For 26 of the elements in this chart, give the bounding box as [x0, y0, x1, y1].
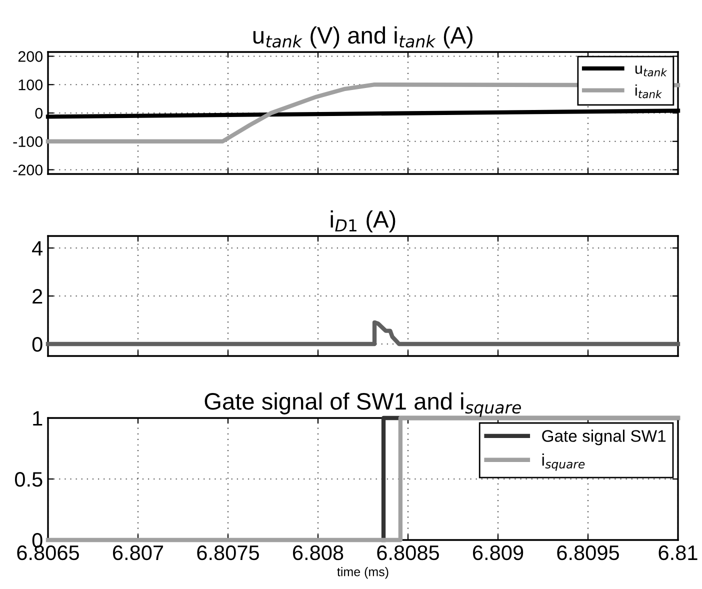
x-tick-label: 6.8075 [197, 545, 259, 560]
y-tick-label: 2 [32, 289, 42, 304]
chart-title: i$_{D1}$ (A) [330, 210, 396, 232]
legend-label: i$_{square}$ [542, 454, 585, 471]
legend-label: u$_{tank}$ [635, 66, 668, 76]
y-tick-label: 4 [32, 241, 43, 256]
chart-title: u$_{tank}$ (V) and i$_{tank}$ (A) [253, 26, 472, 48]
x-tick-label: 6.8095 [557, 545, 619, 560]
y-tick-label: 100 [18, 79, 43, 90]
y-tick-label: 0.5 [14, 472, 42, 487]
x-tick-label: 6.808 [292, 545, 344, 560]
legend-label: Gate signal SW1 [542, 430, 666, 446]
y-tick-label: 0 [35, 108, 43, 119]
x-tick-label: 6.807 [112, 545, 164, 560]
x-tick-label: 6.809 [472, 545, 524, 560]
x-tick-label: 6.81 [658, 545, 698, 560]
x-axis-title: time (ms) [337, 567, 388, 579]
x-tick-label: 6.8085 [377, 545, 439, 560]
y-tick-label: 0 [32, 337, 42, 352]
chart-title: Gate signal of SW1 and i$_{square}$ [204, 392, 521, 417]
line-series [46, 320, 680, 346]
y-tick-label: 200 [18, 51, 43, 62]
y-tick-label: -100 [13, 136, 43, 148]
y-tick-label: -200 [13, 164, 43, 176]
y-tick-label: 1 [33, 411, 42, 426]
legend-label: i$_{tank}$ [635, 84, 662, 98]
